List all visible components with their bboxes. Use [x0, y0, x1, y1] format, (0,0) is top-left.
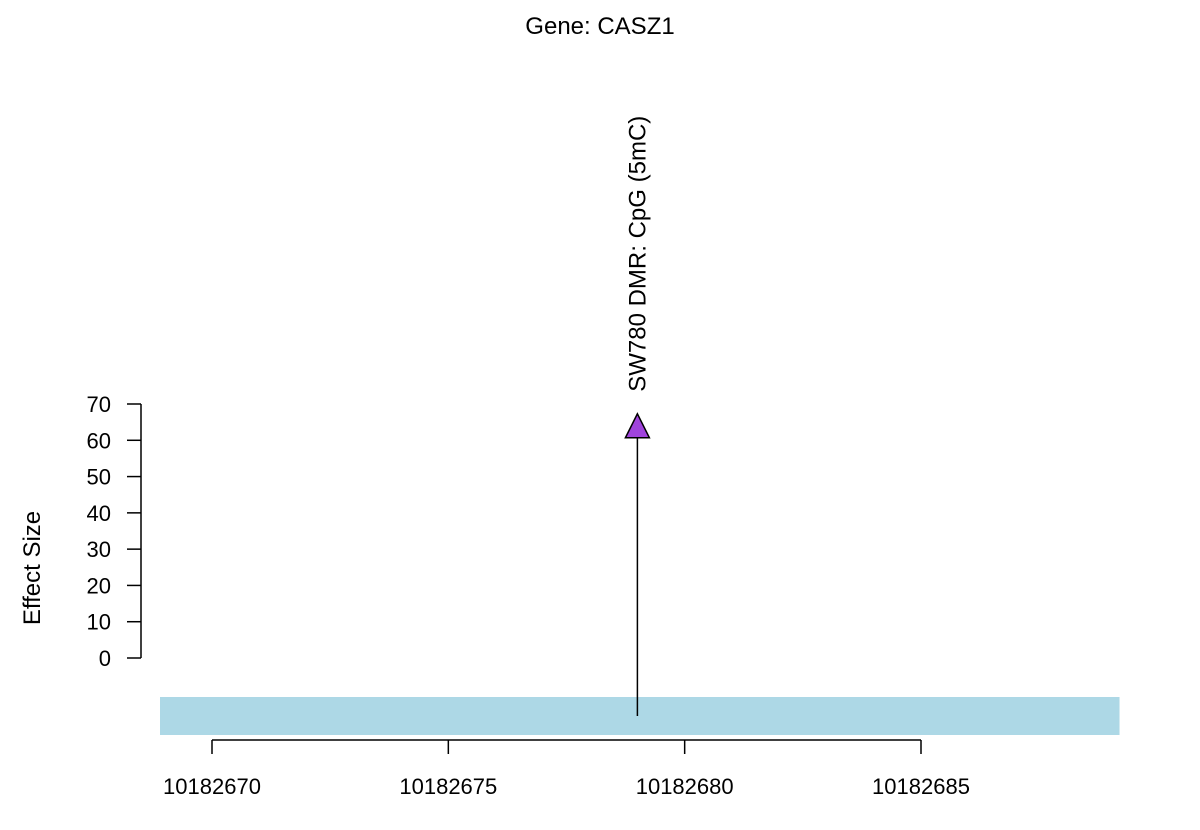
x-tick-label: 10182670: [163, 774, 261, 799]
y-tick-label: 50: [87, 465, 111, 490]
y-axis: 0 10 20 30 40 50 60 70: [87, 392, 142, 671]
y-tick-label: 30: [87, 537, 111, 562]
x-tick-label: 10182675: [399, 774, 497, 799]
gene-track: [160, 697, 1120, 735]
x-tick-label: 10182680: [636, 774, 734, 799]
chart-title: Gene: CASZ1: [525, 13, 674, 40]
triangle-marker: [624, 412, 651, 439]
y-tick-label: 20: [87, 573, 111, 598]
y-axis-label: Effect Size: [19, 511, 46, 625]
y-tick-label: 70: [87, 392, 111, 417]
gene-track-bar: [160, 697, 1120, 735]
y-tick-label: 40: [87, 501, 111, 526]
x-axis: 10182670 10182675 10182680 10182685: [163, 739, 970, 799]
y-tick-label: 10: [87, 610, 111, 635]
y-tick-label: 60: [87, 428, 111, 453]
y-tick-label: 0: [99, 646, 111, 671]
x-tick-label: 10182685: [872, 774, 970, 799]
point-label: SW780 DMR: CpG (5mC): [624, 116, 651, 392]
data-points: SW780 DMR: CpG (5mC): [624, 116, 651, 716]
